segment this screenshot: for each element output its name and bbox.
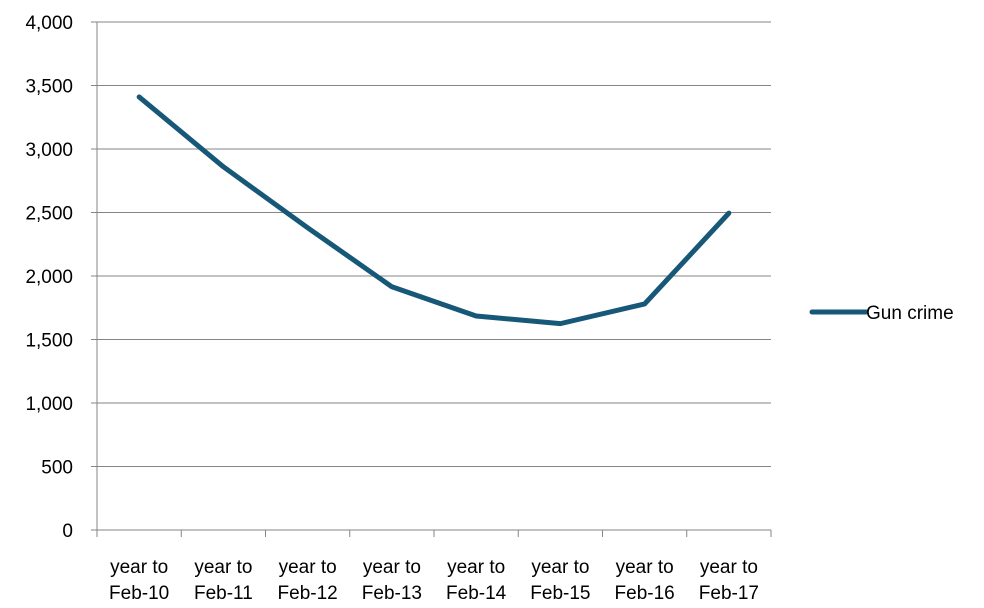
- y-tick-labels: 0 500 1,000 1,500 2,000 2,500 3,000 3,500 4,000: [25, 13, 97, 542]
- y-tick-label: 1,500: [25, 331, 73, 352]
- y-tick-label: 3,500: [25, 77, 73, 98]
- series-lines: [136, 94, 732, 327]
- x-tick-label: year to Feb-11: [194, 557, 253, 604]
- y-tick-label: 500: [41, 458, 73, 479]
- y-tick-label: 4,000: [25, 13, 73, 34]
- y-tick-label: 0: [62, 521, 73, 542]
- y-tick-label: 1,000: [25, 394, 73, 415]
- x-tick-label: year to Feb-17: [699, 557, 759, 604]
- y-tick-label: 3,000: [25, 140, 73, 161]
- x-tick-label: year to Feb-13: [362, 557, 422, 604]
- x-tick-label: year to Feb-10: [109, 557, 169, 604]
- x-tick-label: year to Feb-14: [446, 557, 507, 604]
- legend-label-gun-crime: Gun crime: [866, 303, 954, 324]
- x-tick-label: year to Feb-12: [278, 557, 338, 604]
- x-tick-label: year to Feb-15: [530, 557, 590, 604]
- y-tick-label: 2,500: [25, 204, 73, 225]
- y-tick-label: 2,000: [25, 267, 73, 288]
- series-line-gun-crime: [136, 94, 732, 327]
- x-tick-labels: year to Feb-10 year to Feb-11 year to Feb-12 y…: [96, 530, 772, 604]
- x-tick-label: year to Feb-16: [615, 557, 675, 604]
- gridlines: [97, 21, 771, 467]
- legend: Gun crime: [809, 303, 954, 324]
